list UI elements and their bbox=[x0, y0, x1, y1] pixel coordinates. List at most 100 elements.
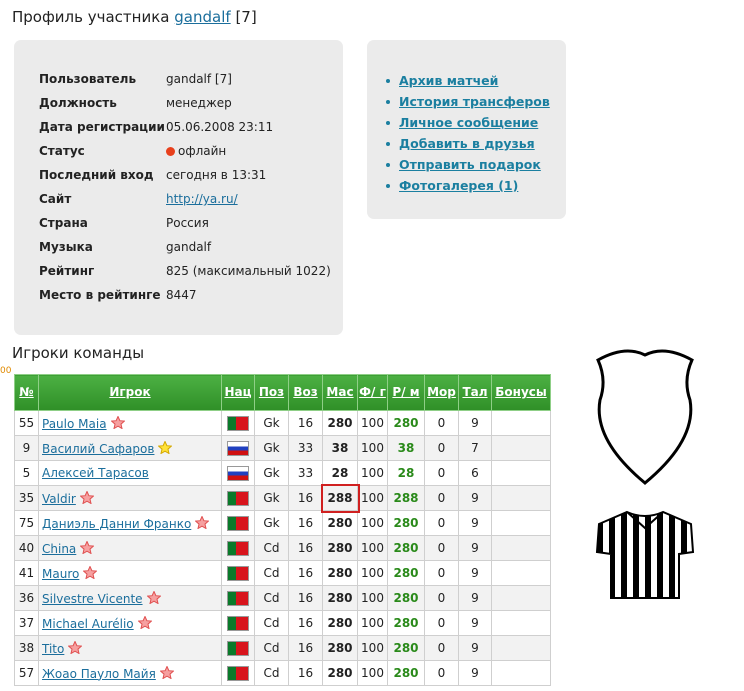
player-link[interactable]: China bbox=[42, 541, 77, 556]
column-header[interactable]: Игрок bbox=[38, 374, 222, 411]
player-name: Valdir bbox=[38, 485, 222, 511]
menu-link[interactable]: Отправить подарок bbox=[399, 157, 541, 172]
player-name: Даниэль Данни Франко bbox=[38, 510, 222, 536]
bonuses bbox=[491, 510, 551, 536]
fitness: 100 bbox=[357, 560, 388, 586]
fitness: 100 bbox=[357, 435, 388, 461]
column-header[interactable]: Мор bbox=[424, 374, 459, 411]
nationality bbox=[221, 435, 255, 461]
column-header[interactable]: Р/ м bbox=[387, 374, 425, 411]
profile-label: Место в рейтинге bbox=[39, 288, 161, 302]
player-link[interactable]: Даниэль Данни Франко bbox=[42, 516, 192, 531]
user-link[interactable]: gandalf bbox=[174, 8, 231, 26]
player-name: Paulo Maia bbox=[38, 410, 222, 436]
flag bbox=[227, 615, 249, 631]
column-header[interactable]: Бонусы bbox=[491, 374, 551, 411]
star bbox=[79, 539, 95, 555]
flag bbox=[227, 465, 249, 481]
player-row: 40 China Cd 16 280 100 280 0 9 bbox=[14, 535, 551, 561]
profile-label: Дата регистрации bbox=[39, 120, 165, 134]
age: 16 bbox=[288, 510, 323, 536]
players-table: № Игрок Нац Поз Воз Мас Ф/ г Р/ м Мор Тал Бонусы 55… bbox=[14, 374, 551, 686]
morale: 0 bbox=[424, 560, 459, 586]
profile-label: Рейтинг bbox=[39, 264, 95, 278]
position: Cd bbox=[254, 585, 289, 611]
position: Gk bbox=[254, 410, 289, 436]
nationality bbox=[221, 510, 255, 536]
age: 16 bbox=[288, 560, 323, 586]
age: 16 bbox=[288, 635, 323, 661]
column-header[interactable]: Воз bbox=[288, 374, 323, 411]
real-mastery: 280 bbox=[387, 510, 425, 536]
star bbox=[159, 664, 175, 680]
flag bbox=[227, 540, 249, 556]
position: Cd bbox=[254, 535, 289, 561]
menu-link[interactable]: Личное сообщение bbox=[399, 115, 539, 130]
nationality bbox=[221, 410, 255, 436]
column-header[interactable]: Мас bbox=[322, 374, 358, 411]
menu-link[interactable]: Добавить в друзья bbox=[399, 136, 535, 151]
team-emblems bbox=[595, 349, 695, 599]
menu-link[interactable]: Фотогалерея (1) bbox=[399, 178, 519, 193]
flag bbox=[227, 515, 249, 531]
fitness: 100 bbox=[357, 585, 388, 611]
age: 16 bbox=[288, 485, 323, 511]
site-link[interactable]: http://ya.ru/ bbox=[166, 192, 238, 206]
talent: 9 bbox=[458, 510, 492, 536]
column-header[interactable]: Поз bbox=[254, 374, 289, 411]
column-header[interactable]: Ф/ г bbox=[357, 374, 388, 411]
number: 36 bbox=[14, 585, 39, 611]
nationality bbox=[221, 660, 255, 686]
fitness: 100 bbox=[357, 410, 388, 436]
mastery: 280 bbox=[322, 560, 358, 586]
real-mastery: 280 bbox=[387, 410, 425, 436]
star bbox=[157, 439, 174, 455]
player-link[interactable]: Василий Сафаров bbox=[42, 441, 155, 456]
player-link[interactable]: Алексей Тарасов bbox=[42, 466, 149, 480]
player-link[interactable]: Tito bbox=[42, 641, 65, 656]
team-title: Игроки команды bbox=[12, 344, 145, 362]
shield bbox=[596, 349, 694, 485]
morale: 0 bbox=[424, 585, 459, 611]
bullet bbox=[386, 79, 390, 83]
user-level: [7] bbox=[235, 8, 257, 26]
position: Cd bbox=[254, 610, 289, 636]
fitness: 100 bbox=[357, 485, 388, 511]
profile-label: Страна bbox=[39, 216, 88, 230]
position: Gk bbox=[254, 510, 289, 536]
real-mastery: 280 bbox=[387, 660, 425, 686]
age: 16 bbox=[288, 610, 323, 636]
column-header[interactable]: Нац bbox=[221, 374, 255, 411]
profile-value: менеджер bbox=[166, 96, 232, 110]
player-link[interactable]: Michael Aurélio bbox=[42, 616, 134, 631]
mastery: 280 bbox=[322, 610, 358, 636]
nationality bbox=[221, 635, 255, 661]
star bbox=[79, 489, 95, 505]
star bbox=[137, 614, 153, 630]
menu-link[interactable]: Архив матчей bbox=[399, 73, 499, 88]
number: 41 bbox=[14, 560, 39, 586]
player-link[interactable]: Жоао Пауло Майя bbox=[42, 666, 156, 681]
player-name: Алексей Тарасов bbox=[38, 460, 222, 486]
bonuses bbox=[491, 660, 551, 686]
profile-value: сегодня в 13:31 bbox=[166, 168, 267, 182]
player-link[interactable]: Mauro bbox=[42, 566, 80, 581]
column-header[interactable]: Тал bbox=[458, 374, 492, 411]
age: 16 bbox=[288, 660, 323, 686]
player-row: 55 Paulo Maia Gk 16 280 100 280 0 9 bbox=[14, 410, 551, 436]
fitness: 100 bbox=[357, 460, 388, 486]
player-row: 37 Michael Aurélio Cd 16 280 100 280 0 9 bbox=[14, 610, 551, 636]
flag bbox=[227, 590, 249, 606]
menu-link[interactable]: История трансферов bbox=[399, 94, 550, 109]
column-header[interactable]: № bbox=[14, 374, 39, 411]
player-link[interactable]: Silvestre Vicente bbox=[42, 591, 143, 606]
profile-value: 825 (максимальный 1022) bbox=[166, 264, 331, 278]
bonuses bbox=[491, 460, 551, 486]
player-link[interactable]: Valdir bbox=[42, 491, 76, 506]
fitness: 100 bbox=[357, 610, 388, 636]
age: 16 bbox=[288, 410, 323, 436]
nationality bbox=[221, 560, 255, 586]
nationality bbox=[221, 585, 255, 611]
player-link[interactable]: Paulo Maia bbox=[42, 416, 107, 431]
position: Gk bbox=[254, 435, 289, 461]
